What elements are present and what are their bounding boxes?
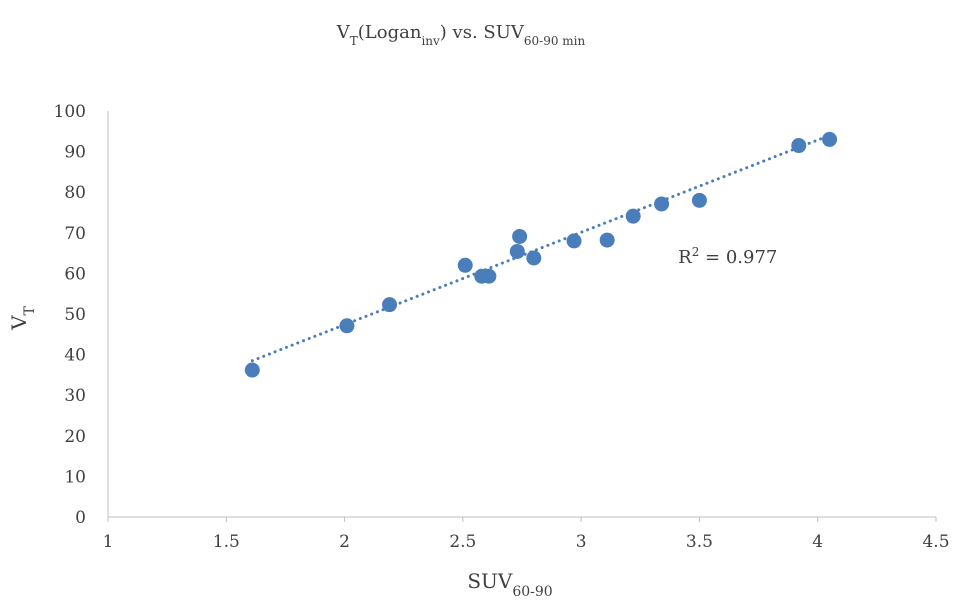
y-tick-label: 30 (64, 386, 86, 406)
x-tick-label: 1.5 (213, 532, 240, 552)
data-point (822, 131, 838, 147)
text-part: T (22, 305, 38, 315)
y-tick-label: 20 (64, 427, 86, 447)
data-point (509, 243, 525, 259)
y-axis-label: VT (7, 305, 38, 330)
data-point (512, 228, 528, 244)
text-part: T (350, 34, 358, 48)
x-tick-label: 2.5 (449, 532, 476, 552)
y-tick-label: 70 (64, 224, 86, 244)
text-part: inv (421, 34, 440, 48)
text-part: SUV (467, 569, 513, 593)
x-tick-label: 1 (103, 532, 114, 552)
x-tick-label: 2 (339, 532, 350, 552)
data-point (599, 232, 615, 248)
data-point (526, 250, 542, 266)
y-tick-label: 40 (64, 346, 86, 366)
y-tick-label: 50 (64, 305, 86, 325)
x-tick-label: 3 (576, 532, 587, 552)
y-tick-label: 60 (64, 264, 86, 284)
text-part: ) vs. SUV (440, 22, 525, 43)
data-point (654, 196, 670, 212)
text-part: V (7, 315, 31, 331)
y-tick-label: 0 (75, 508, 86, 528)
x-axis-label: SUV60-90 (467, 569, 552, 600)
data-point (791, 138, 807, 154)
chart-title: VT(Loganinv) vs. SUV60-90 min (336, 22, 586, 48)
text-part: (Logan (358, 22, 422, 43)
data-points (244, 131, 838, 378)
x-tick-label: 4.5 (922, 532, 949, 552)
x-tick-label: 4 (812, 532, 823, 552)
data-point (244, 362, 260, 378)
r-squared-annotation: R2 = 0.977 (678, 245, 777, 268)
tick-labels: 1 1.5 2 2.5 3 3.5 4 4.5 0 10 20 30 40 50 60 70 80 90 100 (54, 102, 950, 552)
data-point (339, 318, 355, 334)
y-tick-label: 90 (64, 143, 86, 163)
text-part: 60-90 (512, 584, 552, 600)
text-part: V (336, 22, 351, 43)
text-part: R (678, 247, 692, 268)
y-tick-label: 80 (64, 183, 86, 203)
text-part: 60-90 min (524, 34, 586, 48)
data-point (457, 257, 473, 273)
data-point (691, 192, 707, 208)
axes (107, 111, 937, 522)
y-tick-label: 100 (54, 102, 86, 122)
x-tick-label: 3.5 (686, 532, 713, 552)
data-point (625, 208, 641, 224)
text-part: 2 (692, 245, 700, 259)
y-tick-label: 10 (64, 467, 86, 487)
text-part: = 0.977 (699, 247, 777, 268)
data-point (382, 297, 398, 313)
data-point (481, 268, 497, 284)
data-point (566, 233, 582, 249)
